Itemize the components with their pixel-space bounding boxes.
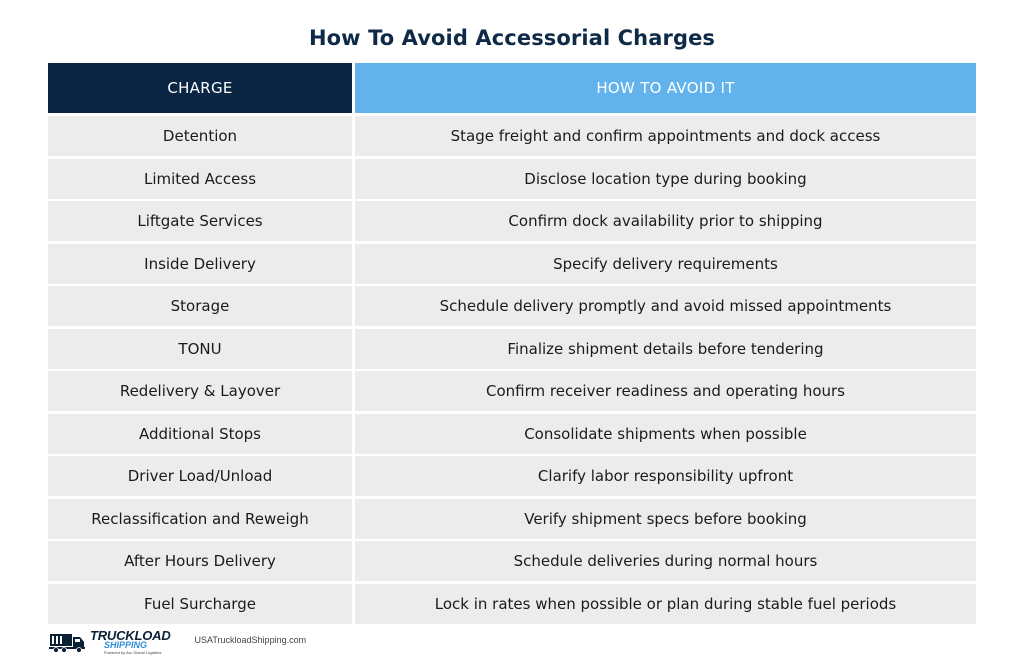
truck-icon [49, 634, 85, 653]
avoid-cell: Lock in rates when possible or plan duri… [355, 583, 976, 624]
table-row: Redelivery & Layover Confirm receiver re… [48, 371, 976, 411]
logo-main-text: TRUCKLOAD [90, 628, 171, 643]
table-row: Driver Load/Unload Clarify labor respons… [48, 456, 976, 496]
charge-cell: After Hours Delivery [48, 541, 352, 581]
charge-cell: Driver Load/Unload [48, 456, 352, 496]
avoid-cell: Verify shipment specs before booking [355, 498, 976, 539]
table-row: Fuel Surcharge Lock in rates when possib… [48, 583, 976, 624]
charge-cell: TONU [48, 328, 352, 369]
table-row: Detention Stage freight and confirm appo… [48, 116, 976, 156]
avoid-cell: Confirm receiver readiness and operating… [355, 371, 976, 411]
table-row: Storage Schedule delivery promptly and a… [48, 286, 976, 326]
avoid-cell: Clarify labor responsibility upfront [355, 456, 976, 496]
table-row: Additional Stops Consolidate shipments w… [48, 413, 976, 454]
charge-cell: Limited Access [48, 158, 352, 199]
logo-tagline: Powered by Arc Global Logistics [104, 650, 162, 655]
table-row: After Hours Delivery Schedule deliveries… [48, 541, 976, 581]
page-title: How To Avoid Accessorial Charges [308, 26, 716, 50]
avoid-cell: Finalize shipment details before tenderi… [355, 328, 976, 369]
charge-cell: Detention [48, 116, 352, 156]
charge-cell: Redelivery & Layover [48, 371, 352, 411]
header-how-to-avoid: HOW TO AVOID IT [355, 63, 976, 113]
charge-cell: Inside Delivery [48, 243, 352, 284]
avoid-cell: Schedule deliveries during normal hours [355, 541, 976, 581]
footer: TRUCKLOAD SHIPPING Powered by Arc Global… [48, 627, 306, 657]
charge-cell: Reclassification and Reweigh [48, 498, 352, 539]
table-row: Liftgate Services Confirm dock availabil… [48, 201, 976, 241]
charge-cell: Liftgate Services [48, 201, 352, 241]
logo-sub-text: SHIPPING [104, 640, 148, 650]
avoid-cell: Stage freight and confirm appointments a… [355, 116, 976, 156]
avoid-cell: Confirm dock availability prior to shipp… [355, 201, 976, 241]
avoid-cell: Consolidate shipments when possible [355, 413, 976, 454]
charges-table: CHARGE HOW TO AVOID IT Detention Stage f… [48, 63, 976, 626]
avoid-cell: Specify delivery requirements [355, 243, 976, 284]
website-url: USATruckloadShipping.com [194, 635, 307, 645]
table-row: Limited Access Disclose location type du… [48, 158, 976, 199]
logo-wordmark: TRUCKLOAD SHIPPING Powered by Arc Global… [90, 629, 171, 655]
header-charge: CHARGE [48, 63, 352, 113]
table-row: Inside Delivery Specify delivery require… [48, 243, 976, 284]
charge-cell: Additional Stops [48, 413, 352, 454]
charge-cell: Fuel Surcharge [48, 583, 352, 624]
table-row: Reclassification and Reweigh Verify ship… [48, 498, 976, 539]
brand-logo: TRUCKLOAD SHIPPING Powered by Arc Global… [48, 629, 171, 655]
charge-cell: Storage [48, 286, 352, 326]
avoid-cell: Schedule delivery promptly and avoid mis… [355, 286, 976, 326]
avoid-cell: Disclose location type during booking [355, 158, 976, 199]
table-header-row: CHARGE HOW TO AVOID IT [48, 63, 976, 113]
table-row: TONU Finalize shipment details before te… [48, 328, 976, 369]
